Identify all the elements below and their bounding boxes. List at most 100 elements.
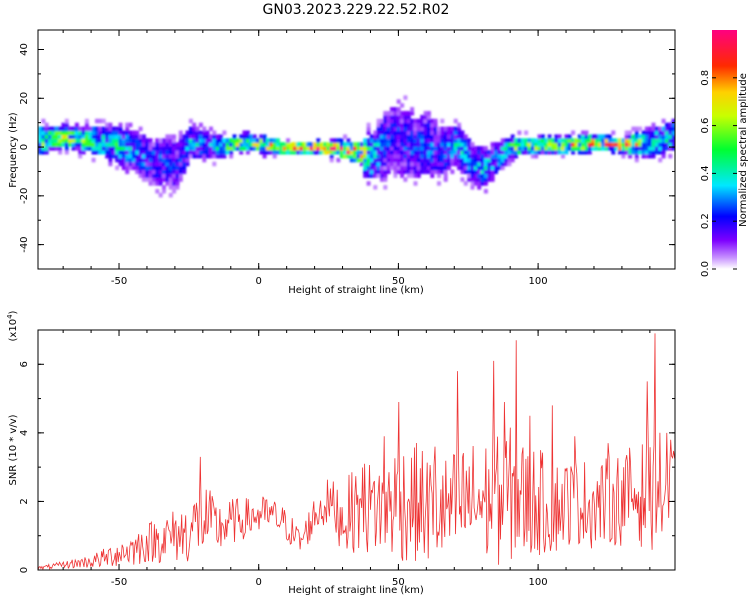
heatmap-cell xyxy=(172,150,177,155)
heatmap-cell xyxy=(115,157,120,163)
heatmap-cell xyxy=(225,150,230,155)
spectrogram-cells xyxy=(38,95,675,198)
heatmap-cell xyxy=(601,134,606,139)
heatmap-cell xyxy=(84,118,89,124)
heatmap-cell xyxy=(557,142,562,147)
heatmap-cell xyxy=(467,157,472,163)
heatmap-cell xyxy=(594,134,599,139)
heatmap-cell xyxy=(269,142,274,147)
heatmap-cell xyxy=(413,161,418,167)
heatmap-cell xyxy=(339,150,344,155)
heatmap-cell xyxy=(443,157,448,163)
y-tick-label: 20 xyxy=(19,92,30,105)
colorbar: 0.00.20.40.60.8 Normalized spectral ampl… xyxy=(700,30,749,277)
heatmap-cell xyxy=(188,118,193,124)
heatmap-cell xyxy=(460,130,465,135)
heatmap-cell xyxy=(353,142,358,147)
heatmap-cell xyxy=(648,142,653,147)
heatmap-cell xyxy=(426,157,431,163)
heatmap-cell xyxy=(396,169,401,174)
heatmap-cell xyxy=(648,150,653,155)
heatmap-cell xyxy=(373,157,378,163)
heatmap-cell xyxy=(618,138,622,143)
heatmap-cell xyxy=(638,150,643,155)
heatmap-cell xyxy=(400,134,405,139)
heatmap-cell xyxy=(376,153,381,159)
heatmap-cell xyxy=(205,146,210,151)
heatmap-cell xyxy=(373,150,378,155)
heatmap-cell xyxy=(574,142,579,147)
heatmap-cell xyxy=(400,103,405,108)
heatmap-cell xyxy=(138,134,143,139)
heatmap-cell xyxy=(413,165,418,171)
heatmap-cell xyxy=(634,146,639,151)
heatmap-cell xyxy=(326,150,331,155)
heatmap-cell xyxy=(245,130,250,135)
heatmap-cell xyxy=(430,118,435,124)
heatmap-cell xyxy=(369,134,374,139)
heatmap-cell xyxy=(141,157,146,163)
heatmap-cell xyxy=(188,146,193,151)
heatmap-cell xyxy=(68,142,73,147)
heatmap-cell xyxy=(463,153,468,159)
heatmap-cell xyxy=(664,134,669,139)
heatmap-cell xyxy=(443,173,448,178)
heatmap-cell xyxy=(587,150,592,155)
heatmap-cell xyxy=(188,153,193,159)
heatmap-cell xyxy=(628,150,633,155)
heatmap-cell xyxy=(453,126,458,132)
heatmap-cell xyxy=(95,118,99,124)
heatmap-cell xyxy=(155,161,160,167)
heatmap-cell xyxy=(403,169,408,174)
heatmap-cell xyxy=(356,146,361,151)
heatmap-cell xyxy=(178,169,183,174)
heatmap-cell xyxy=(571,130,576,135)
heatmap-cell xyxy=(477,157,482,163)
heatmap-cell xyxy=(437,150,441,155)
heatmap-cell xyxy=(497,146,502,151)
heatmap-cell xyxy=(363,142,368,147)
heatmap-cell xyxy=(510,146,515,151)
heatmap-cell xyxy=(423,150,428,155)
heatmap-cell xyxy=(654,126,659,132)
heatmap-cell xyxy=(601,138,606,143)
heatmap-cell xyxy=(514,153,519,159)
heatmap-cell xyxy=(165,181,170,186)
heatmap-cell xyxy=(668,126,673,132)
spectrogram-frame xyxy=(37,29,676,270)
heatmap-cell xyxy=(386,169,391,174)
heatmap-cell xyxy=(447,146,451,151)
heatmap-cell xyxy=(205,142,210,147)
heatmap-cell xyxy=(587,142,592,147)
heatmap-cell xyxy=(651,130,656,135)
heatmap-cell xyxy=(661,138,666,143)
heatmap-cell xyxy=(172,185,177,190)
heatmap-cell xyxy=(336,142,341,147)
heatmap-cell xyxy=(64,134,69,139)
heatmap-cell xyxy=(447,165,451,171)
heatmap-cell xyxy=(182,142,187,147)
heatmap-cell xyxy=(316,142,321,147)
heatmap-cell xyxy=(564,150,569,155)
heatmap-cell xyxy=(447,134,451,139)
heatmap-cell xyxy=(618,142,622,147)
heatmap-cell xyxy=(125,134,130,139)
heatmap-cell xyxy=(235,138,240,143)
heatmap-cell xyxy=(390,122,394,128)
heatmap-cell xyxy=(131,161,136,167)
heatmap-cell xyxy=(68,138,73,143)
x-tick-label: 50 xyxy=(392,276,405,287)
heatmap-cell xyxy=(249,142,254,147)
heatmap-cell xyxy=(470,161,475,167)
heatmap-cell xyxy=(440,146,445,151)
heatmap-cell xyxy=(621,146,626,151)
heatmap-cell xyxy=(202,130,207,135)
heatmap-cell xyxy=(54,138,59,143)
x-tick-label: 50 xyxy=(392,577,405,588)
heatmap-cell xyxy=(78,138,83,143)
heatmap-cell xyxy=(369,173,374,178)
heatmap-cell xyxy=(185,146,190,151)
heatmap-cell xyxy=(145,169,150,174)
heatmap-cell xyxy=(551,142,555,147)
